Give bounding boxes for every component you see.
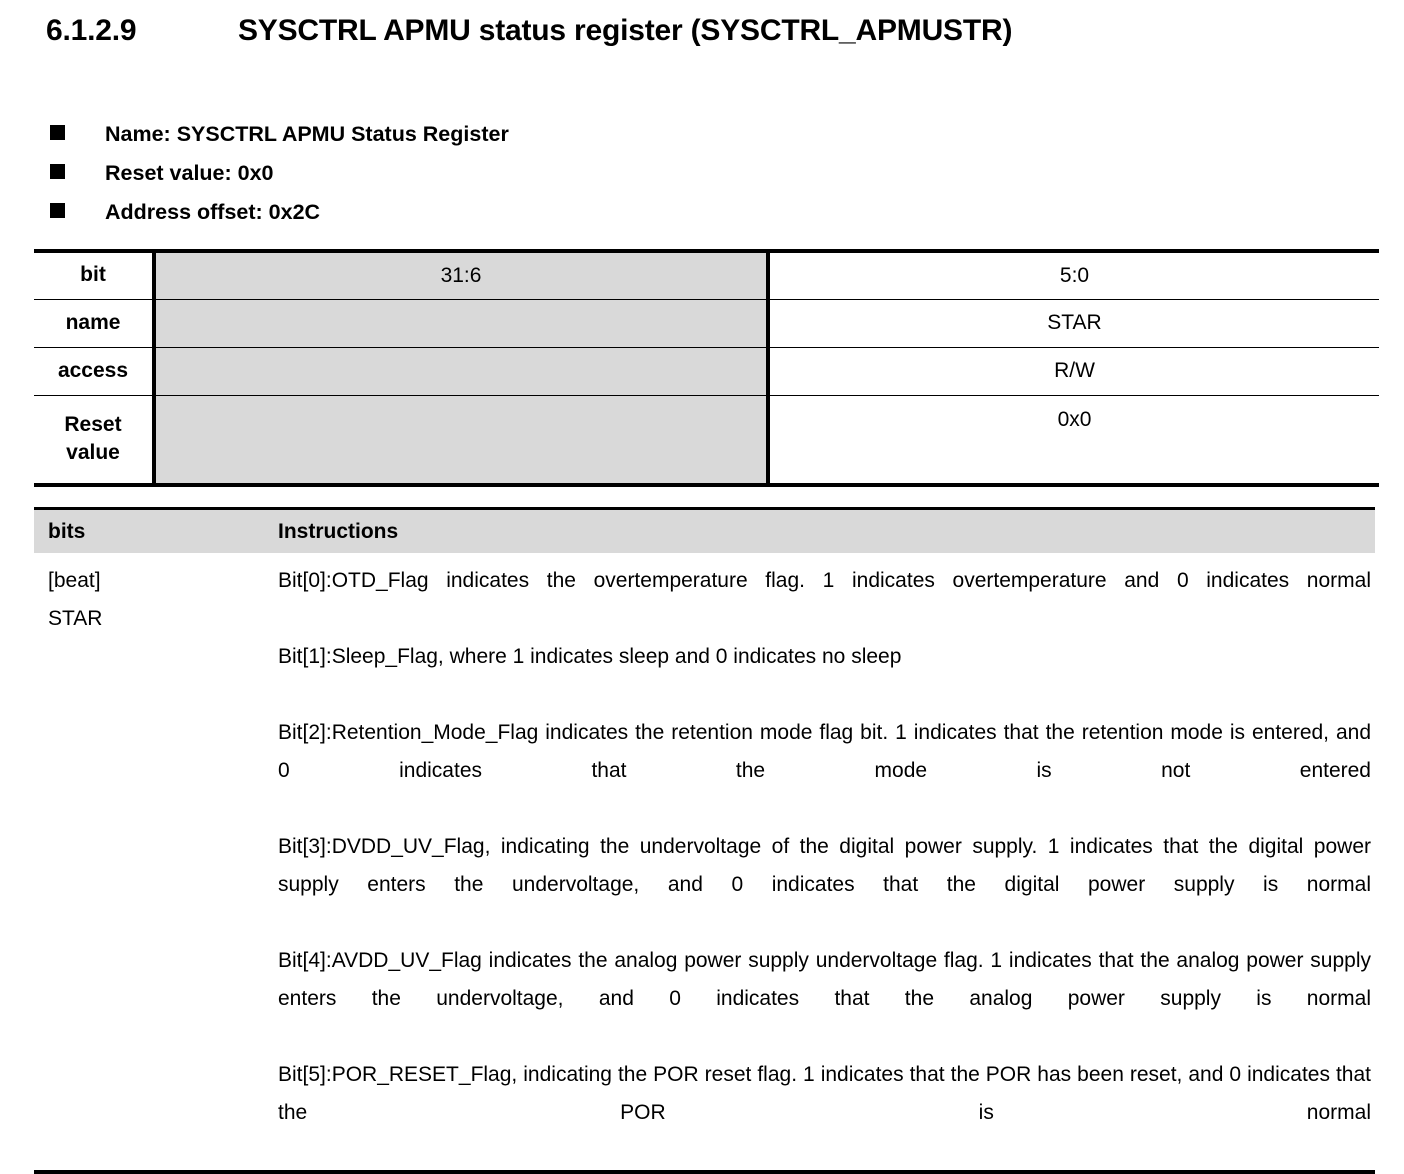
page-title: 6.1.2.9 SYSCTRL APMU status register (SYS…: [46, 14, 1376, 48]
name-high-cell: [154, 298, 770, 348]
list-item: Name: SYSCTRL APMU Status Register: [50, 122, 1350, 161]
table-row: [beat] STAR Bit[0]:OTD_Flag indicates th…: [34, 553, 1375, 1174]
square-bullet-icon: [50, 203, 65, 218]
square-bullet-icon: [50, 164, 65, 179]
name-low-cell: STAR: [768, 298, 1379, 348]
section-number: 6.1.2.9: [46, 14, 137, 47]
instruction-bit4: Bit[4]:AVDD_UV_Flag indicates the analog…: [278, 949, 1371, 1010]
reset-word-line1: Reset: [64, 412, 122, 436]
instructions-cell: Bit[0]:OTD_Flag indicates the overtemper…: [278, 562, 1375, 1170]
access-high-cell: [154, 346, 770, 396]
reset-low-cell: 0x0: [768, 394, 1379, 487]
table-row: Reset value 0x0: [34, 394, 1379, 487]
bit-instructions-table: bits Instructions [beat] STAR Bit[0]:OTD…: [34, 507, 1375, 1174]
access-low-cell: R/W: [768, 346, 1379, 396]
bits-cell: [beat] STAR: [34, 562, 278, 1170]
meta-name-label: Name: SYSCTRL APMU Status Register: [105, 122, 509, 146]
instruction-bit2: Bit[2]:Retention_Mode_Flag indicates the…: [278, 721, 1371, 782]
row-header-name: name: [34, 298, 156, 348]
register-meta-list: Name: SYSCTRL APMU Status Register Reset…: [50, 122, 1350, 239]
table-header-row: bits Instructions: [34, 507, 1375, 553]
square-bullet-icon: [50, 125, 65, 140]
instruction-bit0: Bit[0]:OTD_Flag indicates the overtemper…: [278, 569, 1371, 592]
table-row: access R/W: [34, 346, 1379, 396]
bits-line-star: STAR: [48, 607, 103, 630]
meta-reset-value-label: Reset value: 0x0: [105, 161, 274, 185]
meta-address-offset-label: Address offset: 0x2C: [105, 200, 321, 224]
bit-range-low: 5:0: [768, 249, 1379, 300]
row-header-bit: bit: [34, 249, 156, 300]
bits-line-beat: [beat]: [48, 569, 101, 592]
reset-word-line2: value: [66, 441, 120, 465]
table-row: name STAR: [34, 298, 1379, 348]
instruction-bit3: Bit[3]:DVDD_UV_Flag, indicating the unde…: [278, 835, 1371, 896]
row-header-access: access: [34, 346, 156, 396]
list-item: Address offset: 0x2C: [50, 200, 1350, 239]
bit-range-high: 31:6: [154, 249, 770, 300]
instruction-bit5: Bit[5]:POR_RESET_Flag, indicating the PO…: [278, 1063, 1371, 1124]
row-header-reset-value: Reset value: [34, 394, 156, 487]
reset-high-cell: [154, 394, 770, 487]
column-header-instructions: Instructions: [278, 519, 399, 543]
column-header-bits: bits: [48, 519, 86, 543]
table-row: bit 31:6 5:0: [34, 249, 1379, 300]
list-item: Reset value: 0x0: [50, 161, 1350, 200]
register-bitfield-table: bit 31:6 5:0 name STAR access R/W Reset …: [34, 249, 1379, 487]
section-title: SYSCTRL APMU status register (SYSCTRL_AP…: [238, 14, 1013, 47]
instruction-bit1: Bit[1]:Sleep_Flag, where 1 indicates sle…: [278, 645, 902, 668]
